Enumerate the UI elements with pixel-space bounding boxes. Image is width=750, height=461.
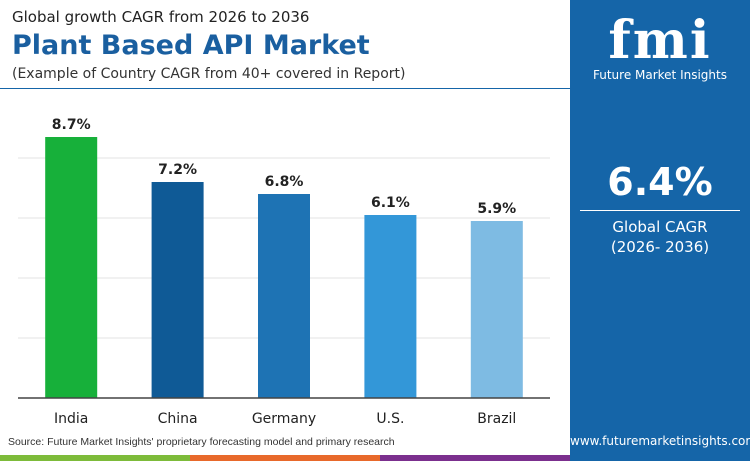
chart-subtitle: Global growth CAGR from 2026 to 2036 (12, 8, 310, 26)
data-label: 5.9% (477, 201, 516, 217)
bar-us (364, 215, 417, 398)
x-tick-label: China (158, 411, 198, 427)
data-label: 8.7% (52, 117, 91, 133)
logo-subtitle: Future Market Insights (592, 68, 727, 82)
bar-germany (258, 194, 310, 398)
summary-panel: fmi Future Market Insights 6.4% Global C… (570, 0, 750, 461)
x-tick-label: Germany (252, 411, 316, 427)
x-tick-label: Brazil (477, 411, 516, 427)
x-tick-label: India (54, 411, 88, 427)
chart-note: (Example of Country CAGR from 40+ covere… (12, 66, 406, 82)
cagr-label: Global CAGR (612, 218, 708, 236)
global-cagr-value: 6.4% (607, 160, 713, 204)
website-link[interactable]: www.futuremarketinsights.com (570, 434, 750, 448)
bar-brazil (470, 221, 523, 398)
data-label: 6.8% (265, 174, 304, 190)
fmi-logo: fmi (608, 10, 712, 71)
strip-purple (380, 455, 570, 461)
source-note: Source: Future Market Insights' propriet… (8, 436, 395, 448)
bar-china (151, 182, 204, 398)
global-cagr-label: Global CAGR (2026- 2036) (570, 217, 750, 257)
data-label: 7.2% (158, 162, 197, 178)
bar-india (45, 137, 98, 398)
bar-chart: 8.7% India 7.2% China 6.8% Germany 6.1% U.S. 5.9… (18, 117, 550, 427)
strip-green (0, 455, 190, 461)
divider (0, 88, 570, 89)
cagr-period: (2026- 2036) (610, 238, 710, 256)
data-label: 6.1% (371, 195, 410, 211)
strip-orange (190, 455, 380, 461)
x-tick-label: U.S. (376, 411, 404, 427)
chart-title: Plant Based API Market (12, 30, 370, 61)
panel-divider (580, 210, 740, 211)
